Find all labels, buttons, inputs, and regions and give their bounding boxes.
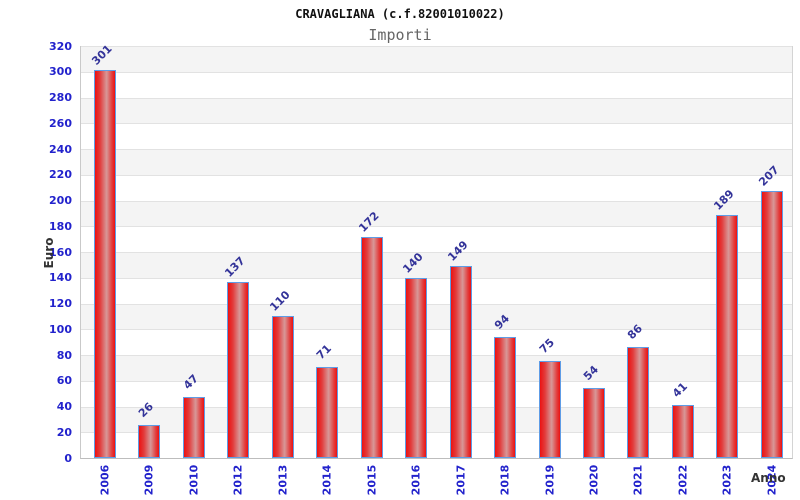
gridline [81, 149, 792, 150]
x-tick-label: 2021 [631, 464, 645, 496]
x-tick-label: 2010 [187, 464, 201, 496]
y-tick-label: 0 [64, 451, 72, 465]
x-tick-label: 2012 [231, 464, 245, 496]
x-tick-label: 2019 [543, 464, 556, 496]
x-tick-label: 2006 [98, 464, 112, 496]
bar [405, 277, 428, 458]
gridline [81, 71, 792, 73]
x-tick-label: 2017 [454, 464, 468, 496]
x-tick-label: 2015 [365, 464, 379, 496]
y-tick-label: 120 [49, 297, 72, 310]
y-tick-label: 200 [49, 194, 72, 207]
y-tick-label: 20 [56, 425, 72, 439]
bar [94, 70, 116, 458]
x-axis-label: Anno [751, 471, 786, 485]
grid-band [81, 123, 792, 149]
bar [449, 266, 472, 458]
bar [227, 281, 250, 458]
bar [671, 405, 694, 458]
grid-band [81, 149, 792, 175]
gridline [81, 226, 792, 228]
grid-band [81, 277, 792, 304]
bar [494, 336, 517, 458]
y-tick-label: 160 [49, 245, 72, 259]
bar [271, 316, 294, 458]
bar [360, 236, 383, 458]
x-tick-label: 2016 [409, 464, 423, 496]
chart-subtitle: Importi [368, 26, 432, 44]
bar [627, 347, 650, 458]
gridline [81, 329, 792, 331]
x-tick-label: 2020 [587, 464, 601, 496]
grid-band [81, 303, 792, 330]
grid-band [81, 329, 792, 355]
gridline [81, 355, 792, 356]
grid-band [81, 252, 792, 278]
grid-band [81, 46, 792, 72]
bar [716, 214, 739, 458]
y-tick-label: 260 [49, 116, 72, 130]
y-tick-label: 40 [56, 400, 72, 413]
grid-band [81, 97, 792, 124]
x-tick-label: 2022 [676, 464, 690, 496]
chart-title: CRAVAGLIANA (c.f.82001010022) [295, 7, 505, 21]
y-tick-label: 320 [49, 39, 72, 53]
x-tick-label: 2023 [720, 464, 734, 496]
y-tick-label: 240 [49, 142, 72, 156]
bar [582, 388, 605, 458]
gridline [81, 303, 792, 305]
gridline [81, 200, 792, 202]
gridline [81, 277, 792, 279]
y-tick-label: 220 [49, 168, 72, 182]
bar [138, 424, 161, 458]
y-tick-label: 80 [56, 348, 72, 362]
y-tick-label: 300 [49, 65, 72, 79]
x-tick-label: 2018 [498, 464, 512, 496]
bar [538, 361, 561, 458]
grid-band [81, 355, 792, 381]
bar [182, 397, 205, 458]
gridline [81, 406, 792, 408]
gridline [81, 46, 792, 47]
gridline [81, 252, 792, 253]
gridline [81, 123, 792, 125]
x-tick-label: 2013 [276, 464, 290, 496]
gridline [81, 174, 792, 176]
y-axis-label: Euro [42, 237, 56, 269]
x-tick-label: 2009 [142, 464, 156, 496]
gridline [81, 380, 792, 382]
bar [316, 366, 339, 458]
y-tick-label: 100 [49, 322, 72, 336]
gridline [81, 97, 792, 99]
x-tick-label: 2014 [320, 464, 334, 496]
y-tick-label: 180 [49, 219, 72, 233]
gridline [81, 432, 792, 434]
grid-band [81, 174, 792, 201]
grid-band [81, 226, 792, 252]
grid-band [81, 200, 792, 227]
y-tick-label: 140 [49, 271, 72, 285]
y-tick-label: 280 [49, 91, 72, 104]
grid-band [81, 71, 792, 98]
y-tick-label: 60 [56, 374, 72, 388]
bar [760, 191, 783, 458]
plot-area [80, 46, 793, 459]
